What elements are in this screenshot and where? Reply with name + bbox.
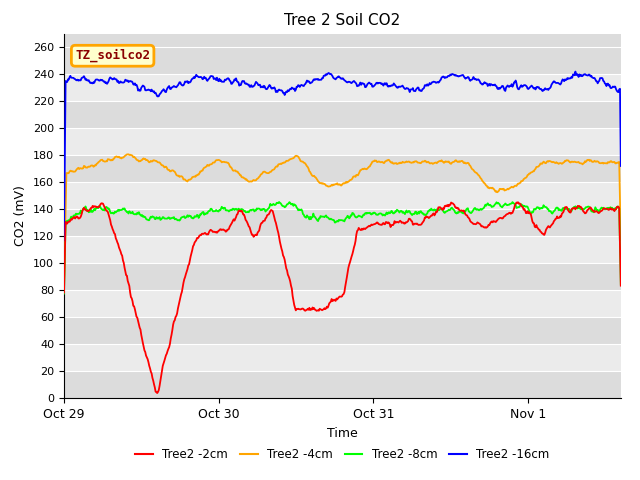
Bar xyxy=(64,101,621,128)
Bar xyxy=(64,209,621,236)
Bar xyxy=(64,372,621,398)
Bar xyxy=(64,317,621,344)
Y-axis label: CO2 (mV): CO2 (mV) xyxy=(15,186,28,246)
Bar xyxy=(64,290,621,317)
Bar xyxy=(64,344,621,372)
Bar xyxy=(64,47,621,74)
Legend: Tree2 -2cm, Tree2 -4cm, Tree2 -8cm, Tree2 -16cm: Tree2 -2cm, Tree2 -4cm, Tree2 -8cm, Tree… xyxy=(131,443,554,466)
Text: TZ_soilco2: TZ_soilco2 xyxy=(75,49,150,62)
Bar xyxy=(64,182,621,209)
Bar xyxy=(64,128,621,155)
Bar xyxy=(64,236,621,264)
Bar xyxy=(64,155,621,182)
Bar xyxy=(64,74,621,101)
Bar xyxy=(64,264,621,290)
X-axis label: Time: Time xyxy=(327,427,358,440)
Title: Tree 2 Soil CO2: Tree 2 Soil CO2 xyxy=(284,13,401,28)
